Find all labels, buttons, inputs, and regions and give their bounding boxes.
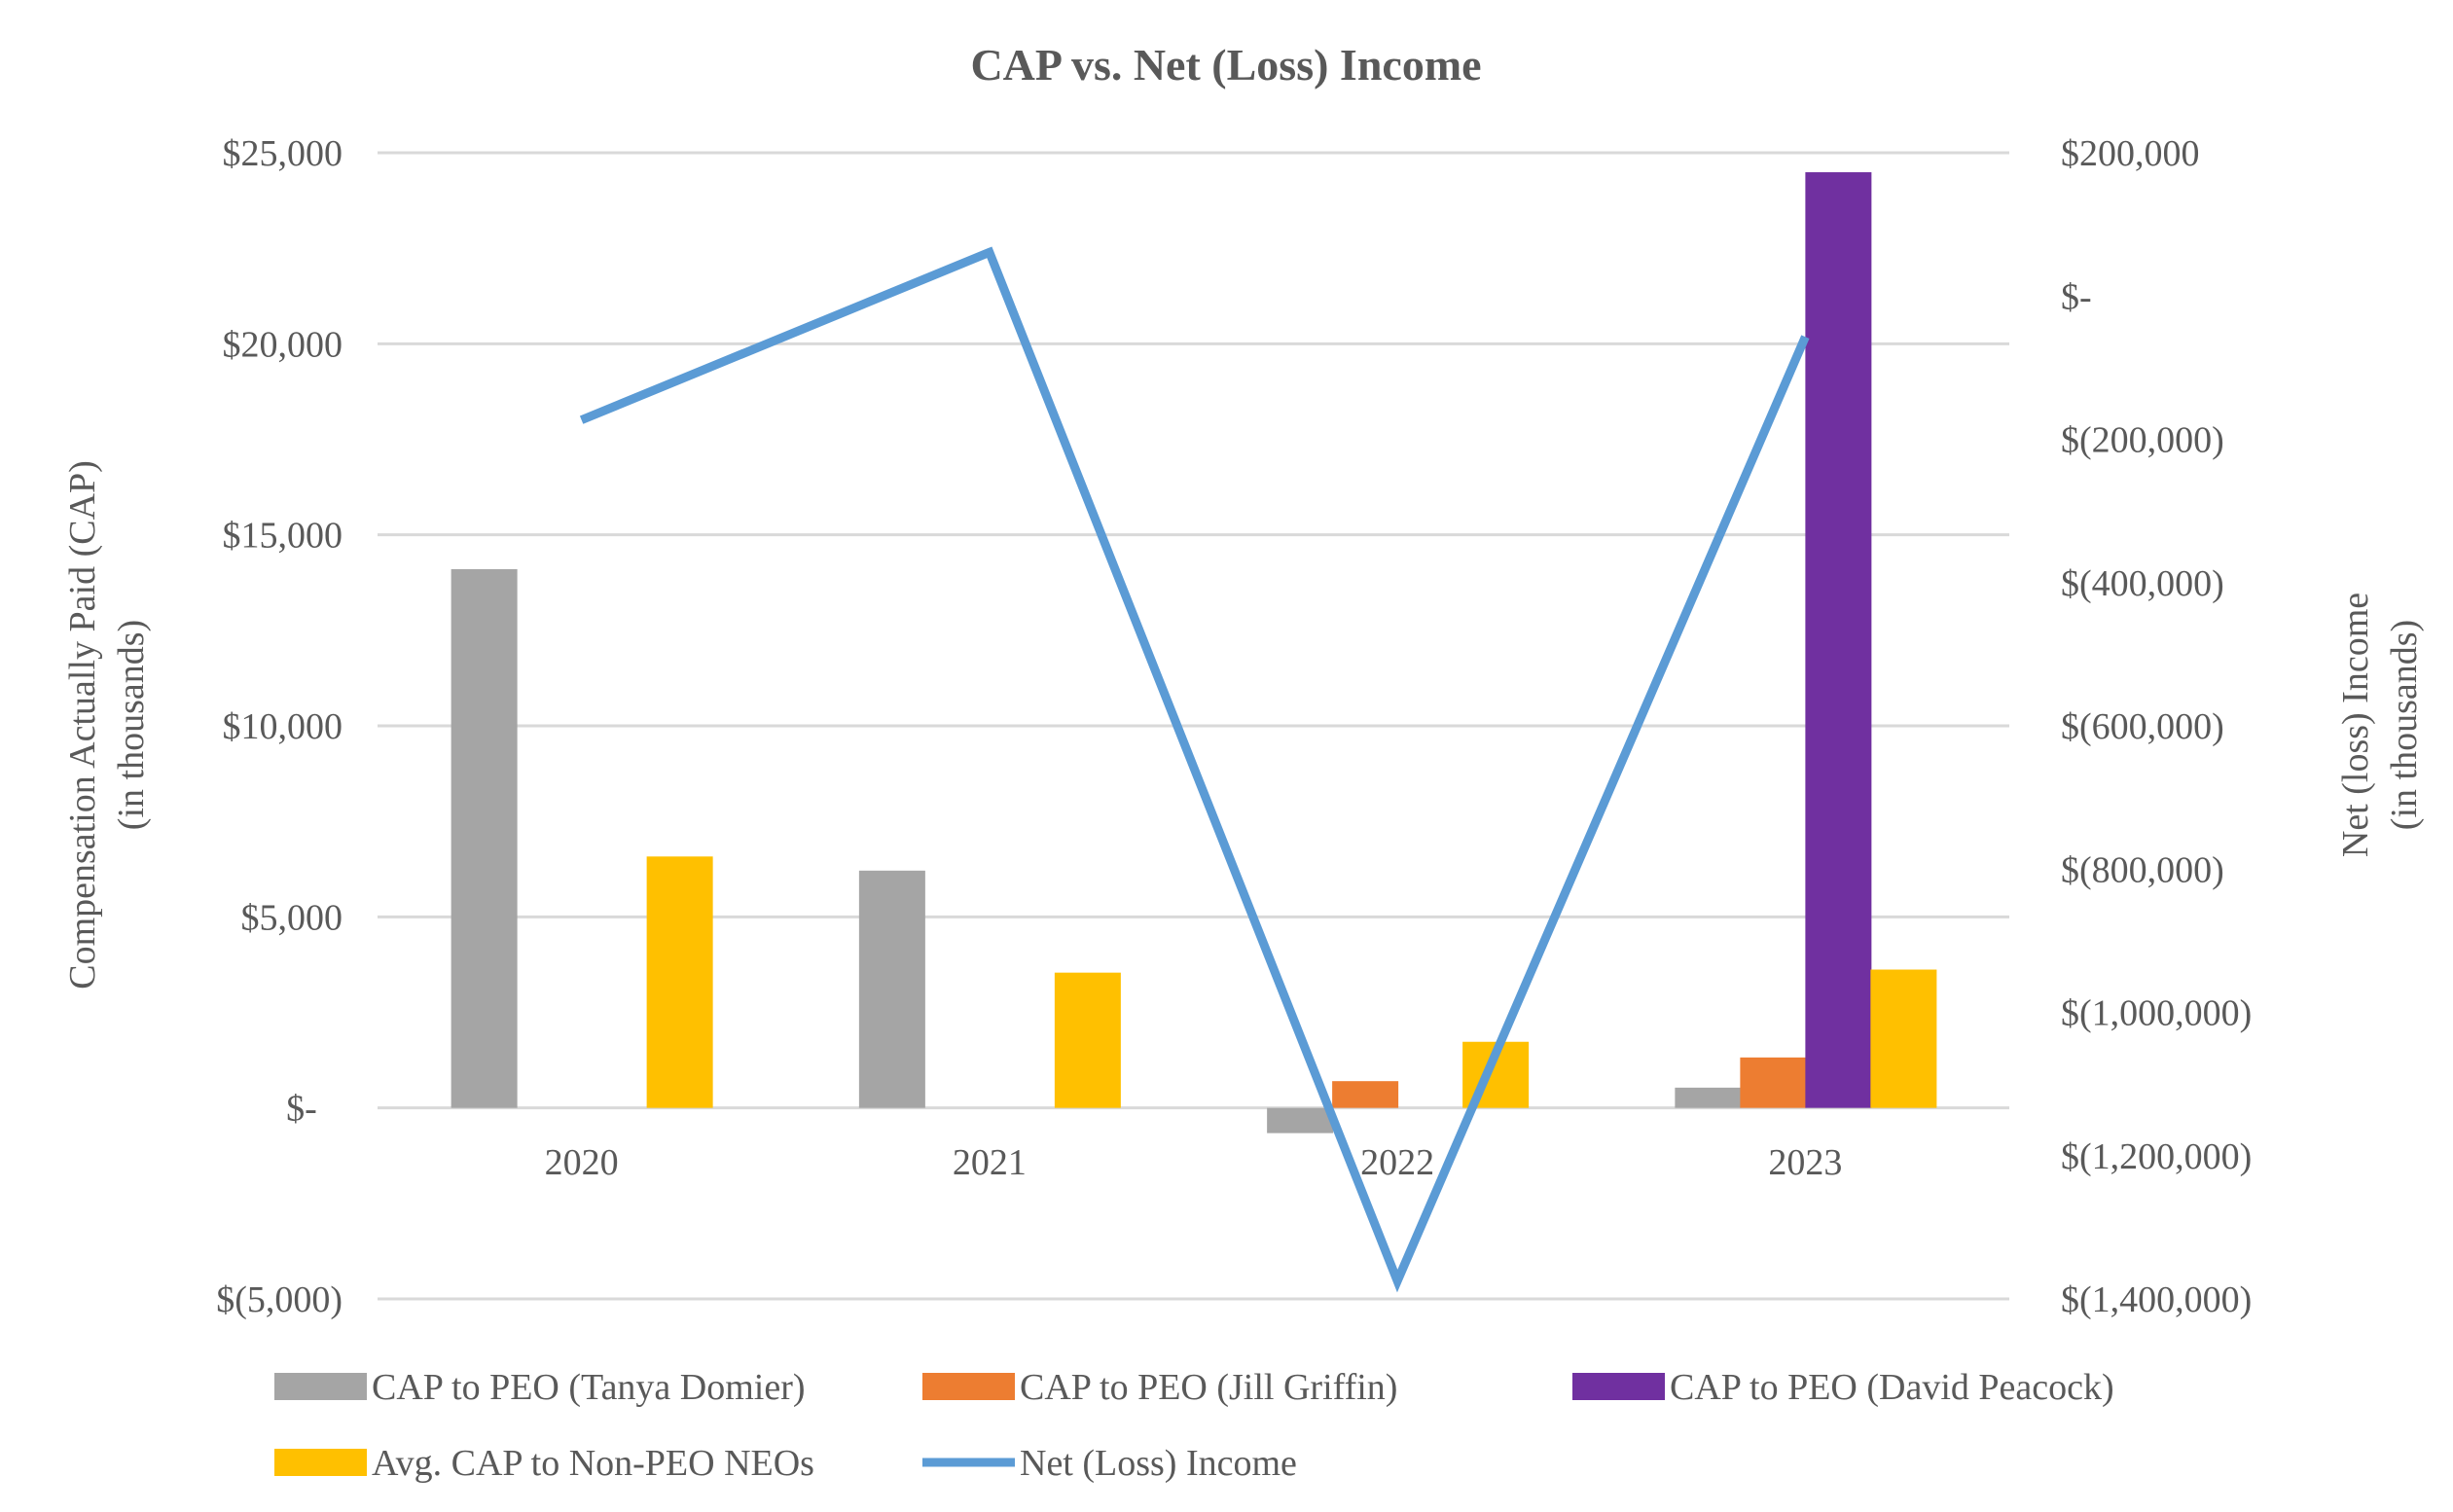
x-tick-label: 2023 xyxy=(1768,1142,1842,1183)
bars xyxy=(451,172,1937,1134)
bar-cap-to-peo-tanya-domier--2022 xyxy=(1267,1107,1334,1134)
bar-avg-cap-to-non-peo-neos-2021 xyxy=(1054,972,1121,1108)
right-axis-title-line1: Net (loss) Income xyxy=(2335,593,2376,857)
right-tick-label: $(1,400,000) xyxy=(2061,1279,2252,1320)
bar-avg-cap-to-non-peo-neos-2023 xyxy=(1870,969,1937,1108)
chart-title: CAP vs. Net (Loss) Income xyxy=(970,40,1481,90)
bar-cap-to-peo-jill-griffin--2022 xyxy=(1332,1081,1399,1108)
legend-swatch xyxy=(274,1373,367,1400)
left-axis-title-line2: (in thousands) xyxy=(111,620,152,830)
legend-swatch xyxy=(274,1449,367,1476)
right-tick-label: $(400,000) xyxy=(2061,563,2224,604)
left-tick-label: $15,000 xyxy=(223,516,343,557)
x-tick-label: 2020 xyxy=(545,1142,619,1183)
bar-cap-to-peo-jill-griffin--2023 xyxy=(1740,1057,1807,1108)
gridlines xyxy=(378,151,2009,1301)
net-income-series xyxy=(579,246,1810,1293)
left-tick-label: $5,000 xyxy=(241,897,343,938)
left-axis-ticks: $25,000 $20,000 $15,000 $10,000 $5,000 $- $(5,… xyxy=(216,133,343,1320)
left-tick-label: $25,000 xyxy=(223,133,343,174)
right-axis-ticks: $200,000 $- $(200,000) $(400,000) $(600,000)… xyxy=(2061,133,2252,1320)
left-tick-label: $10,000 xyxy=(223,706,343,747)
right-tick-label: $(600,000) xyxy=(2061,706,2224,747)
legend-label: CAP to PEO (David Peacock) xyxy=(1670,1367,2114,1408)
x-tick-label: 2022 xyxy=(1360,1142,1434,1183)
bar-cap-to-peo-tanya-domier--2020 xyxy=(451,569,518,1108)
left-tick-label: $- xyxy=(286,1089,317,1130)
bar-avg-cap-to-non-peo-neos-2020 xyxy=(646,856,713,1108)
right-axis-title-line2: (in thousands) xyxy=(2384,620,2425,830)
legend-label: Net (Loss) Income xyxy=(1020,1443,1297,1484)
bar-cap-to-peo-david-peacock--2023 xyxy=(1805,172,1872,1108)
net-income-line xyxy=(579,246,1810,1293)
x-axis-ticks: 2020 2021 2022 2023 xyxy=(545,1142,1843,1183)
right-tick-label: $(200,000) xyxy=(2061,420,2224,461)
legend-swatch xyxy=(922,1373,1015,1400)
left-axis-title-line1: Compensation Actually Paid (CAP) xyxy=(62,460,103,990)
legend-label: CAP to PEO (Tanya Domier) xyxy=(372,1367,806,1408)
right-tick-label: $(1,200,000) xyxy=(2061,1136,2252,1177)
right-tick-label: $200,000 xyxy=(2061,133,2200,174)
bar-cap-to-peo-tanya-domier--2021 xyxy=(858,870,925,1108)
right-tick-label: $(1,000,000) xyxy=(2061,993,2252,1034)
bar-cap-to-peo-tanya-domier--2023 xyxy=(1675,1087,1742,1108)
left-tick-label: $20,000 xyxy=(223,324,343,365)
legend: CAP to PEO (Tanya Domier) CAP to PEO (Jil… xyxy=(274,1367,2114,1484)
legend-label: CAP to PEO (Jill Griffin) xyxy=(1020,1367,1397,1408)
x-tick-label: 2021 xyxy=(953,1142,1027,1183)
legend-swatch xyxy=(1572,1373,1665,1400)
right-tick-label: $- xyxy=(2061,276,2092,317)
left-tick-label: $(5,000) xyxy=(216,1279,343,1320)
legend-label: Avg. CAP to Non-PEO NEOs xyxy=(372,1443,814,1484)
right-tick-label: $(800,000) xyxy=(2061,849,2224,890)
